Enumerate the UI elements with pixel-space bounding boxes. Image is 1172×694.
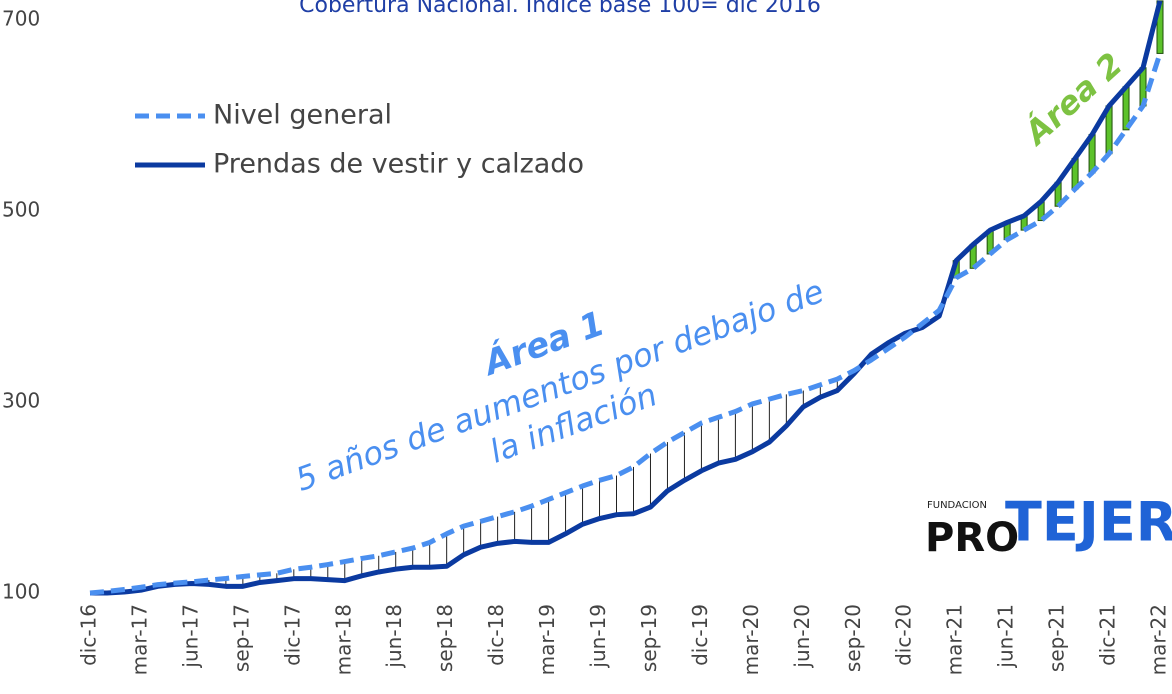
- logo: FUNDACION PRO TEJER: [925, 491, 1172, 561]
- x-tick-label: jun-18: [382, 604, 406, 669]
- x-tick-label: mar-20: [739, 604, 763, 675]
- x-tick-label: mar-17: [127, 604, 151, 675]
- legend-label: Nivel general: [213, 100, 392, 131]
- area1-text: 5 años de aumentos por debajo de: [291, 272, 829, 499]
- x-tick-label: sep-19: [637, 604, 661, 672]
- x-tick-label: dic-18: [484, 604, 508, 666]
- chart-title: Cobertura Nacional. Índice base 100= dic…: [299, 0, 821, 18]
- series-line: [89, 52, 1163, 596]
- x-tick-label: dic-19: [688, 604, 712, 666]
- logo-left: PRO: [925, 515, 1019, 561]
- x-tick-label: sep-18: [433, 604, 457, 672]
- x-tick-label: sep-20: [841, 604, 865, 672]
- x-tick-label: dic-17: [280, 604, 304, 666]
- legend-label: Prendas de vestir y calzado: [213, 149, 584, 180]
- x-tick-label: jun-20: [790, 604, 814, 669]
- y-tick-label: 300: [2, 389, 40, 413]
- gap-box: [1156, 0, 1164, 54]
- series-line: [90, 0, 1163, 596]
- x-tick-label: dic-16: [77, 604, 101, 666]
- y-tick-label: 700: [2, 7, 40, 31]
- y-tick-label: 100: [2, 580, 40, 604]
- logo-small: FUNDACION: [927, 500, 987, 511]
- x-tick-label: jun-19: [586, 604, 610, 669]
- x-tick-label: dic-20: [892, 604, 916, 666]
- x-tick-label: mar-22: [1147, 604, 1171, 675]
- x-tick-label: mar-21: [943, 604, 967, 675]
- plot: 100 300 500 700 dic-16 mar-17 jun-17 sep-17 dic-…: [2, 0, 1171, 675]
- x-tick-label: mar-19: [535, 604, 559, 675]
- x-tick-label: sep-17: [229, 604, 253, 672]
- x-tick-label: jun-17: [178, 604, 202, 669]
- x-tick-label: dic-21: [1096, 604, 1120, 666]
- area1-annotation: Área 1 5 años de aumentos por debajo de …: [291, 272, 829, 499]
- x-tick-label: mar-18: [331, 604, 355, 675]
- x-tick-label: jun-21: [994, 604, 1018, 669]
- logo-right: TEJER: [1005, 491, 1172, 554]
- y-tick-label: 500: [2, 198, 40, 222]
- x-tick-label: sep-21: [1045, 604, 1069, 672]
- legend: Nivel general Prendas de vestir y calzad…: [135, 100, 584, 180]
